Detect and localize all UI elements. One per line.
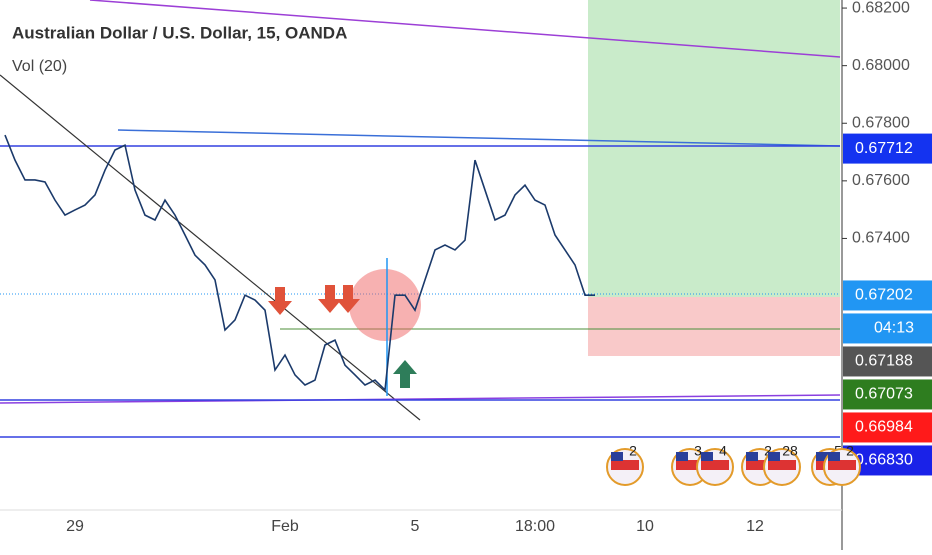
y-tick-label: 0.67800 [852, 114, 910, 131]
price-tag-box [843, 412, 932, 443]
event-count: 3 [694, 443, 702, 459]
event-flag [828, 452, 840, 461]
price-tag-label: 0.67202 [855, 287, 913, 304]
price-tag: 0.67202 [843, 280, 932, 311]
price-tag-label: 0.66830 [855, 452, 913, 469]
x-tick-label: 10 [636, 518, 654, 535]
price-tag: 0.66984 [843, 412, 932, 443]
event-flag [746, 452, 758, 461]
trend-line [0, 74, 421, 421]
event-flag [816, 452, 828, 461]
y-tick-label: 0.68000 [852, 57, 910, 74]
indicator-label: Vol (20) [12, 58, 67, 75]
event-flag [676, 452, 688, 461]
price-tag-label: 0.67073 [855, 386, 913, 403]
x-tick-label: 29 [66, 518, 84, 535]
event-count: 4 [719, 443, 727, 459]
price-tag-box [843, 313, 932, 344]
price-tag: 0.67073 [843, 379, 932, 410]
event-count: 2 [629, 443, 637, 459]
event-flag [611, 460, 639, 470]
loss-zone [588, 297, 840, 356]
buy-arrow [393, 360, 417, 388]
y-tick-label: 0.67600 [852, 172, 910, 189]
price-tag-box [843, 133, 932, 164]
price-tag-label: 0.67188 [855, 353, 913, 370]
event-flag [701, 460, 729, 470]
price-line [4, 134, 595, 392]
sell-arrows [268, 285, 360, 315]
event-flag [768, 452, 780, 461]
price-tag-box [843, 379, 932, 410]
x-tick-label: 18:00 [515, 518, 555, 535]
trend-line [117, 129, 841, 147]
event-flag [611, 452, 623, 461]
x-tick-label: Feb [271, 518, 299, 535]
x-tick-label: 5 [411, 518, 420, 535]
price-tag: 04:13 [843, 313, 932, 344]
price-tag-box [843, 280, 932, 311]
chart-title: Australian Dollar / U.S. Dollar, 15, OAN… [12, 23, 347, 42]
price-tag: 0.67712 [843, 133, 932, 164]
event-count: 2 [764, 443, 772, 459]
price-tag-label: 04:13 [874, 320, 914, 337]
price-tag-box [843, 346, 932, 377]
event-flag [768, 460, 796, 470]
price-tag-label: 0.67712 [855, 140, 913, 157]
x-tick-label: 12 [746, 518, 764, 535]
event-flag [701, 452, 713, 461]
trend-line [0, 394, 841, 404]
event-flag [828, 460, 856, 470]
event-flag [746, 460, 774, 470]
event-flag [676, 460, 704, 470]
y-tick-label: 0.67400 [852, 230, 910, 247]
trend-line [89, 0, 841, 58]
price-tag: 0.67188 [843, 346, 932, 377]
price-tag-label: 0.66984 [855, 419, 913, 436]
event-count: 28 [782, 443, 798, 459]
highlight-circle [349, 269, 421, 341]
profit-zone [588, 0, 840, 297]
event-count: 2 [846, 443, 854, 459]
y-tick-label: 0.68200 [852, 0, 910, 16]
